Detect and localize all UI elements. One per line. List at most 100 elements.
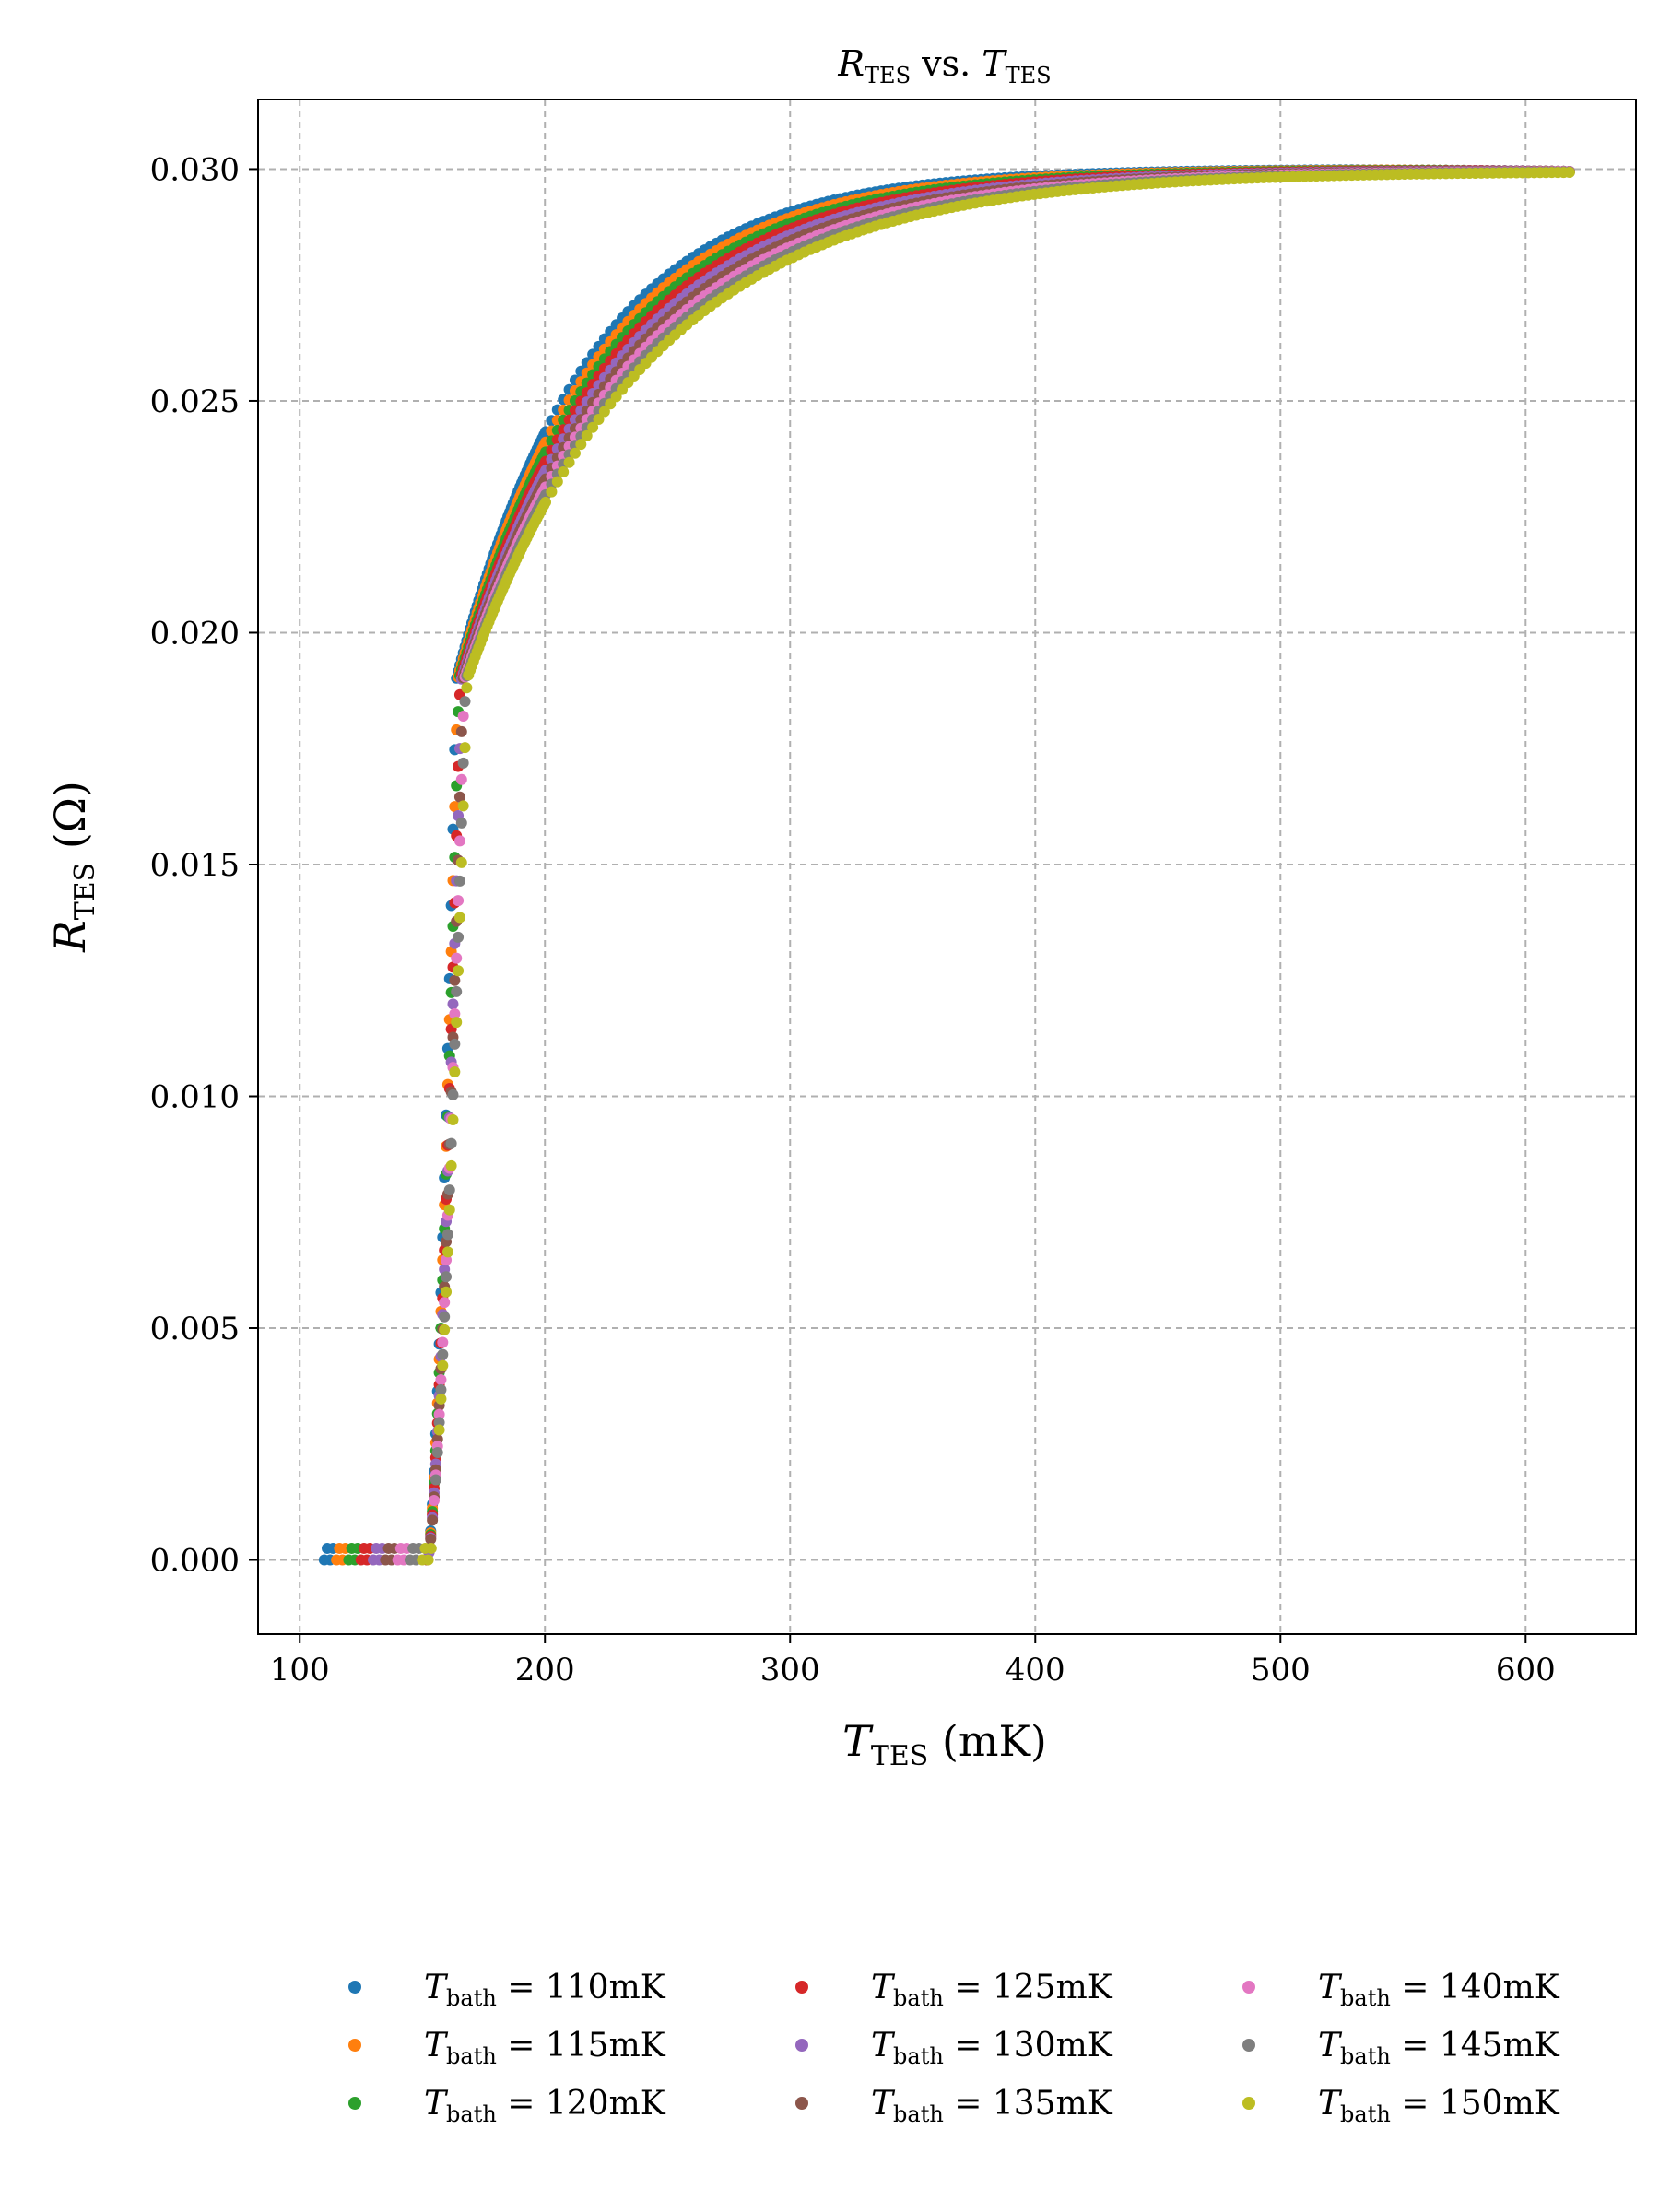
data-point: [431, 1447, 443, 1459]
legend-label: Tbath = 140mK: [1318, 1969, 1560, 2011]
legend-label: Tbath = 115mK: [424, 2027, 666, 2069]
data-points: [318, 164, 1575, 1566]
data-point: [449, 801, 461, 813]
data-point: [449, 1007, 461, 1019]
legend-item: Tbath = 150mK: [1242, 2085, 1560, 2127]
plot-frame: [257, 99, 1637, 1635]
legend-item: Tbath = 110mK: [348, 1969, 666, 2011]
grid-lines: [258, 100, 1636, 1634]
data-point: [437, 1359, 449, 1371]
legend-label: Tbath = 120mK: [424, 2085, 666, 2127]
data-point: [441, 1229, 453, 1241]
y-tick-label: 0.025: [150, 383, 240, 420]
legend-item: Tbath = 115mK: [348, 2027, 666, 2069]
legend-marker: [1242, 1981, 1255, 1994]
data-point: [453, 835, 465, 847]
x-tick-label: 500: [1251, 1652, 1311, 1688]
x-tick-label: 300: [760, 1652, 820, 1688]
legend-marker: [795, 2039, 808, 2052]
data-point: [449, 1066, 461, 1078]
legend-label: Tbath = 150mK: [1318, 2085, 1560, 2127]
x-axis-ticks: 100 200 300 400 500 600: [270, 1634, 1556, 1688]
legend-item: Tbath = 135mK: [795, 2085, 1113, 2127]
data-point: [449, 1038, 461, 1050]
data-point: [445, 1159, 457, 1171]
data-point: [425, 1533, 437, 1545]
x-tick-label: 400: [1006, 1652, 1065, 1688]
data-point: [447, 998, 459, 1010]
data-point: [449, 974, 461, 986]
data-point: [459, 696, 471, 708]
y-axis-title: RTES (Ω): [45, 781, 101, 953]
data-point: [459, 742, 471, 754]
data-point: [433, 1408, 445, 1420]
y-tick-label: 0.005: [150, 1311, 240, 1347]
data-point: [422, 1554, 434, 1566]
data-point: [581, 429, 593, 441]
data-point: [1563, 167, 1575, 179]
data-point: [451, 985, 463, 997]
y-tick-label: 0.010: [150, 1078, 240, 1115]
legend-marker: [348, 2039, 361, 2052]
data-point: [445, 1137, 457, 1149]
data-point: [457, 710, 469, 722]
y-tick-label: 0.000: [150, 1543, 240, 1580]
data-point: [453, 791, 465, 803]
data-point: [441, 1286, 453, 1298]
data-point: [437, 1348, 449, 1360]
data-point: [455, 856, 467, 868]
legend-marker: [795, 1981, 808, 1994]
y-tick-label: 0.020: [150, 615, 240, 652]
y-axis-ticks: 0.000 0.005 0.010 0.015 0.020 0.025 0.030: [150, 151, 258, 1580]
data-point: [451, 952, 463, 964]
data-point: [457, 757, 469, 769]
data-point: [569, 447, 581, 459]
data-point: [575, 439, 587, 451]
data-point: [451, 1017, 463, 1029]
data-point: [441, 1246, 453, 1258]
data-point: [453, 931, 465, 943]
legend-item: Tbath = 125mK: [795, 1969, 1113, 2011]
x-tick-label: 200: [515, 1652, 575, 1688]
data-point: [435, 1383, 447, 1395]
data-point: [605, 398, 617, 410]
legend-marker: [1242, 2039, 1255, 2052]
data-point: [429, 1474, 441, 1486]
legend-label: Tbath = 145mK: [1318, 2027, 1560, 2069]
data-point: [447, 1113, 459, 1125]
legend-label: Tbath = 130mK: [871, 2027, 1113, 2069]
data-point: [593, 413, 605, 425]
legend: Tbath = 110mK Tbath = 115mK Tbath = 120mK T…: [348, 1969, 1560, 2127]
data-point: [435, 1374, 447, 1386]
legend-marker: [348, 1981, 361, 1994]
data-point: [435, 1393, 447, 1405]
y-tick-label: 0.015: [150, 847, 240, 884]
data-point: [439, 1324, 451, 1335]
data-point: [587, 421, 599, 433]
data-point: [551, 476, 563, 488]
legend-label: Tbath = 135mK: [871, 2085, 1113, 2127]
data-point: [540, 496, 552, 508]
data-point: [453, 965, 465, 977]
data-point: [443, 1184, 455, 1196]
data-point: [455, 725, 467, 737]
legend-item: Tbath = 140mK: [1242, 1969, 1560, 2011]
data-point: [457, 800, 469, 812]
series-points: [417, 167, 1575, 1566]
legend-marker: [348, 2097, 361, 2110]
data-point: [439, 1311, 451, 1323]
legend-item: Tbath = 130mK: [795, 2027, 1113, 2069]
data-point: [453, 875, 465, 887]
data-point: [437, 1336, 449, 1348]
legend-marker: [1242, 2097, 1255, 2110]
data-point: [425, 1542, 437, 1554]
data-point: [563, 456, 575, 468]
legend-label: Tbath = 110mK: [424, 1969, 666, 2011]
data-point: [443, 1204, 455, 1216]
data-point: [598, 406, 610, 418]
x-tick-label: 600: [1496, 1652, 1556, 1688]
legend-item: Tbath = 145mK: [1242, 2027, 1560, 2069]
data-point: [447, 1088, 459, 1100]
y-tick-label: 0.030: [150, 151, 240, 188]
